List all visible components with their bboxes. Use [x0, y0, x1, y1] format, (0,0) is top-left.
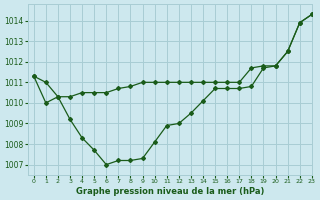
X-axis label: Graphe pression niveau de la mer (hPa): Graphe pression niveau de la mer (hPa) [76, 187, 264, 196]
